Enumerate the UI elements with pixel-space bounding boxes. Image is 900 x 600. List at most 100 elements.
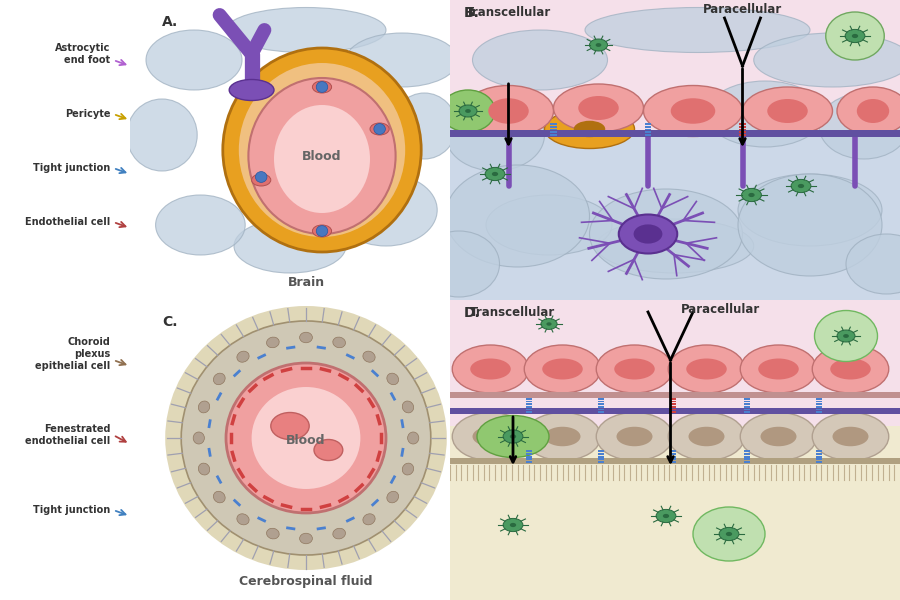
FancyBboxPatch shape: [670, 398, 676, 400]
Ellipse shape: [387, 491, 399, 503]
Ellipse shape: [767, 99, 808, 123]
FancyBboxPatch shape: [526, 398, 532, 400]
Text: Cerebrospinal fluid: Cerebrospinal fluid: [239, 575, 373, 589]
Ellipse shape: [814, 311, 878, 361]
FancyBboxPatch shape: [743, 453, 751, 455]
Ellipse shape: [146, 30, 242, 90]
Text: Pericyte: Pericyte: [65, 109, 111, 119]
FancyBboxPatch shape: [526, 401, 532, 402]
Ellipse shape: [846, 234, 900, 294]
FancyBboxPatch shape: [526, 403, 532, 405]
FancyBboxPatch shape: [551, 131, 556, 133]
Ellipse shape: [237, 514, 249, 525]
Ellipse shape: [819, 93, 900, 159]
Ellipse shape: [335, 174, 437, 246]
Ellipse shape: [370, 123, 389, 135]
Text: D.: D.: [464, 306, 481, 320]
FancyBboxPatch shape: [598, 453, 604, 455]
Ellipse shape: [333, 528, 346, 539]
Ellipse shape: [542, 358, 583, 379]
Ellipse shape: [754, 33, 900, 87]
FancyBboxPatch shape: [815, 458, 823, 460]
FancyBboxPatch shape: [670, 412, 676, 413]
FancyBboxPatch shape: [670, 401, 676, 402]
Circle shape: [546, 322, 552, 326]
Ellipse shape: [363, 351, 375, 362]
FancyBboxPatch shape: [526, 458, 532, 460]
Ellipse shape: [446, 99, 544, 171]
Ellipse shape: [166, 306, 446, 570]
Ellipse shape: [585, 7, 810, 52]
Ellipse shape: [266, 337, 279, 348]
Text: Tight junction: Tight junction: [33, 505, 111, 515]
FancyBboxPatch shape: [450, 408, 900, 414]
Circle shape: [851, 34, 859, 38]
FancyBboxPatch shape: [815, 461, 823, 463]
Circle shape: [509, 434, 517, 439]
Circle shape: [503, 518, 523, 532]
Circle shape: [843, 334, 849, 338]
FancyBboxPatch shape: [526, 453, 532, 455]
Ellipse shape: [760, 427, 796, 446]
FancyBboxPatch shape: [450, 391, 900, 397]
Ellipse shape: [590, 189, 742, 279]
FancyBboxPatch shape: [598, 409, 604, 410]
FancyBboxPatch shape: [644, 131, 651, 133]
Ellipse shape: [758, 358, 799, 379]
FancyBboxPatch shape: [743, 406, 751, 408]
FancyBboxPatch shape: [815, 412, 823, 413]
Ellipse shape: [830, 358, 871, 379]
Ellipse shape: [181, 321, 431, 555]
FancyBboxPatch shape: [670, 450, 676, 452]
Ellipse shape: [238, 63, 405, 237]
FancyBboxPatch shape: [670, 409, 676, 410]
Circle shape: [791, 179, 811, 193]
FancyBboxPatch shape: [644, 134, 651, 136]
FancyBboxPatch shape: [743, 450, 751, 452]
Ellipse shape: [524, 345, 601, 393]
Circle shape: [845, 29, 865, 43]
Ellipse shape: [706, 81, 824, 147]
Ellipse shape: [266, 528, 279, 539]
FancyBboxPatch shape: [598, 412, 604, 413]
Ellipse shape: [740, 345, 817, 393]
FancyBboxPatch shape: [670, 461, 676, 463]
FancyBboxPatch shape: [450, 426, 900, 600]
FancyBboxPatch shape: [450, 135, 900, 300]
Ellipse shape: [446, 165, 590, 267]
FancyBboxPatch shape: [743, 403, 751, 405]
Text: Astrocytic
end foot: Astrocytic end foot: [55, 43, 111, 65]
FancyBboxPatch shape: [551, 123, 556, 125]
Ellipse shape: [477, 415, 549, 457]
Text: C.: C.: [162, 315, 177, 329]
Circle shape: [619, 214, 677, 253]
FancyBboxPatch shape: [740, 134, 746, 136]
Circle shape: [748, 193, 755, 197]
Ellipse shape: [544, 427, 580, 446]
Ellipse shape: [578, 96, 619, 120]
Ellipse shape: [488, 98, 529, 124]
FancyBboxPatch shape: [740, 123, 746, 125]
Ellipse shape: [616, 427, 652, 446]
Text: A.: A.: [162, 15, 178, 29]
Ellipse shape: [670, 98, 716, 124]
Ellipse shape: [387, 373, 399, 385]
Circle shape: [459, 105, 477, 117]
Text: Brain: Brain: [287, 275, 325, 289]
FancyBboxPatch shape: [670, 406, 676, 408]
Ellipse shape: [596, 345, 673, 393]
Ellipse shape: [441, 90, 495, 132]
Ellipse shape: [363, 514, 375, 525]
FancyBboxPatch shape: [743, 398, 751, 400]
Ellipse shape: [644, 85, 742, 136]
FancyBboxPatch shape: [526, 409, 532, 410]
Ellipse shape: [156, 195, 245, 255]
FancyBboxPatch shape: [815, 398, 823, 400]
FancyBboxPatch shape: [740, 126, 746, 128]
FancyBboxPatch shape: [598, 456, 604, 457]
Circle shape: [662, 514, 670, 518]
FancyBboxPatch shape: [743, 409, 751, 410]
FancyBboxPatch shape: [644, 128, 651, 130]
Ellipse shape: [554, 84, 644, 132]
Ellipse shape: [596, 413, 673, 461]
